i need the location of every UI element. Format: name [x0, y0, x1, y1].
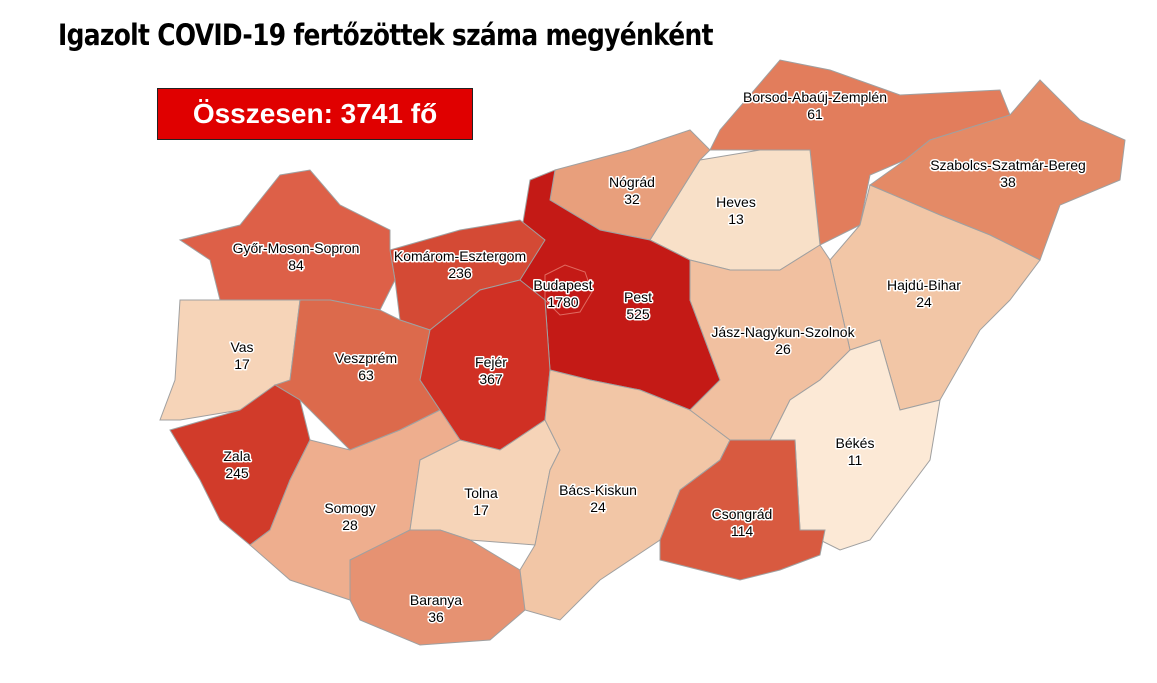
county-value: 28	[342, 517, 358, 533]
county-value: 17	[473, 502, 489, 518]
county-name: Pest	[624, 289, 652, 305]
county-name: Borsod-Abaúj-Zemplén	[743, 89, 887, 105]
county-label-csongrad: Csongrád 114	[712, 506, 773, 539]
county-name: Vas	[230, 339, 253, 355]
county-label-szabolcs-szatmar-bereg: Szabolcs-Szatmár-Bereg 38	[930, 157, 1086, 190]
county-value: 114	[731, 523, 754, 539]
county-value: 38	[1000, 174, 1016, 190]
county-name: Heves	[716, 194, 756, 210]
county-label-budapest: Budapest 1780	[533, 277, 592, 310]
county-name: Bács-Kiskun	[559, 482, 637, 498]
county-label-vas: Vas 17	[230, 339, 253, 372]
county-label-komarom-esztergom: Komárom-Esztergom 236	[394, 248, 526, 281]
county-name: Szabolcs-Szatmár-Bereg	[930, 157, 1086, 173]
county-label-tolna: Tolna 17	[464, 485, 498, 518]
county-name: Veszprém	[335, 350, 397, 366]
county-label-baranya: Baranya 36	[410, 592, 462, 625]
county-label-jasz-nagykun-szolnok: Jász-Nagykun-Szolnok 26	[711, 324, 855, 357]
county-value: 84	[288, 257, 304, 273]
total-count-badge: Összesen: 3741 fő	[157, 88, 473, 140]
county-value: 17	[234, 356, 250, 372]
county-value: 26	[775, 341, 791, 357]
county-label-zala: Zala 245	[223, 448, 250, 481]
county-value: 525	[626, 306, 650, 322]
county-value: 32	[624, 191, 640, 207]
county-value: 1780	[547, 294, 578, 310]
county-label-heves: Heves 13	[716, 194, 756, 227]
county-baranya	[349, 529, 526, 646]
county-label-pest: Pest 525	[624, 289, 652, 322]
county-value: 245	[225, 465, 249, 481]
county-label-nograd: Nógrád 32	[609, 174, 655, 207]
map-title: Igazolt COVID-19 fertőzöttek száma megyé…	[58, 18, 713, 52]
county-value: 61	[807, 106, 823, 122]
county-name: Jász-Nagykun-Szolnok	[711, 324, 855, 340]
county-name: Győr-Moson-Sopron	[233, 240, 360, 256]
county-value: 236	[448, 265, 472, 281]
county-name: Somogy	[324, 500, 375, 516]
county-value: 24	[590, 499, 606, 515]
county-name: Fejér	[475, 354, 507, 370]
county-budapest	[544, 264, 593, 316]
county-name: Zala	[223, 448, 250, 464]
county-label-hajdu-bihar: Hajdú-Bihar 24	[887, 277, 961, 310]
county-label-veszprem: Veszprém 63	[335, 350, 397, 383]
county-label-fejer: Fejér 367	[475, 354, 507, 387]
county-name: Csongrád	[712, 506, 773, 522]
county-label-bekes: Békés 11	[836, 435, 875, 468]
county-label-borsod-abauj-zemplen: Borsod-Abaúj-Zemplén 61	[743, 89, 887, 122]
county-value: 13	[728, 211, 744, 227]
county-value: 36	[428, 609, 444, 625]
county-label-gyor-moson-sopron: Győr-Moson-Sopron 84	[233, 240, 360, 273]
county-name: Nógrád	[609, 174, 655, 190]
county-name: Hajdú-Bihar	[887, 277, 961, 293]
county-label-somogy: Somogy 28	[324, 500, 375, 533]
county-name: Baranya	[410, 592, 462, 608]
county-name: Budapest	[533, 277, 592, 293]
county-name: Komárom-Esztergom	[394, 248, 526, 264]
county-name: Békés	[836, 435, 875, 451]
county-value: 367	[479, 371, 503, 387]
county-value: 11	[848, 452, 863, 468]
county-name: Tolna	[464, 485, 498, 501]
county-label-bacs-kiskun: Bács-Kiskun 24	[559, 482, 637, 515]
county-value: 63	[358, 367, 374, 383]
county-csongrad	[659, 439, 826, 581]
county-value: 24	[916, 294, 932, 310]
